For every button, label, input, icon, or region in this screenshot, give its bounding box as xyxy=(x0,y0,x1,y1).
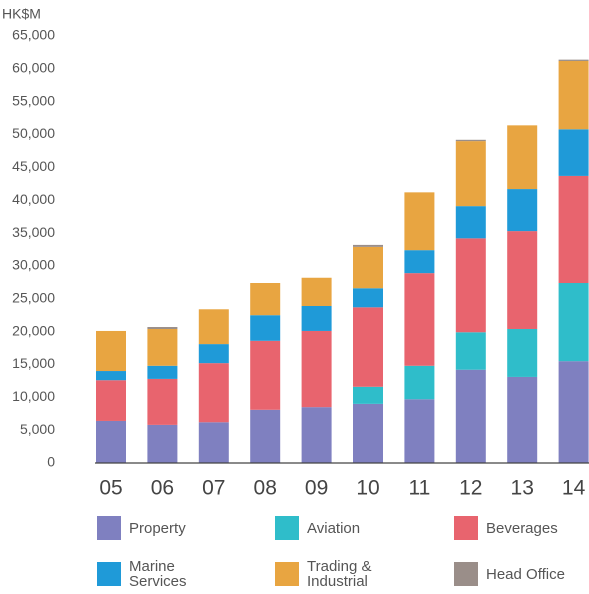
y-tick-label: 55,000 xyxy=(12,92,55,108)
y-tick-label: 65,000 xyxy=(12,27,55,43)
bar-segment xyxy=(558,60,589,130)
y-tick-label: 60,000 xyxy=(12,60,55,76)
bar-segment xyxy=(96,371,126,381)
bar-segment xyxy=(198,344,229,364)
x-tick-label: 06 xyxy=(151,477,174,500)
legend-item: Head Office xyxy=(454,556,589,592)
legend-item: Beverages xyxy=(454,510,589,546)
legend-label: Trading & Industrial xyxy=(307,558,372,590)
legend-item: Trading & Industrial xyxy=(275,556,454,592)
bar-segment xyxy=(558,361,589,463)
bar-segment xyxy=(404,273,435,366)
y-tick-label: 15,000 xyxy=(12,355,55,371)
legend-swatch xyxy=(275,562,299,586)
bar-segment xyxy=(147,424,178,463)
bar-segment xyxy=(455,369,486,463)
bar-segment xyxy=(558,59,589,61)
y-tick-label: 45,000 xyxy=(12,158,55,174)
bar-segment xyxy=(404,192,435,251)
legend-label: Property xyxy=(129,519,186,537)
legend-swatch xyxy=(97,562,121,586)
bar-segment xyxy=(455,141,486,207)
legend-item: Marine Services xyxy=(97,556,275,592)
bar-segment xyxy=(301,305,332,331)
bar-segment xyxy=(455,238,486,333)
bar-segment xyxy=(353,307,383,387)
bar-segment xyxy=(507,189,538,232)
x-tick-label: 12 xyxy=(459,477,482,500)
bar-segment xyxy=(147,327,178,329)
x-tick-label: 13 xyxy=(511,477,534,500)
x-tick-label: 07 xyxy=(202,477,225,500)
bar-segment xyxy=(353,403,383,463)
bar-segment xyxy=(301,407,332,463)
bar-segment xyxy=(301,277,332,306)
bar-segment xyxy=(455,139,486,142)
bar-segment xyxy=(404,399,435,463)
y-tick-label: 40,000 xyxy=(12,191,55,207)
bar-segment xyxy=(250,315,281,341)
bar-segment xyxy=(147,378,178,425)
bar-segment xyxy=(198,422,229,463)
y-tick-label: 5,000 xyxy=(20,421,55,437)
bar-segment xyxy=(301,330,332,408)
bar-segment xyxy=(147,328,178,366)
y-axis-label: HK$M xyxy=(2,6,41,22)
y-tick-label: 30,000 xyxy=(12,257,55,273)
legend-item: Property xyxy=(97,510,275,546)
bar-segment xyxy=(353,386,383,404)
bar-segment xyxy=(507,125,538,190)
legend-label: Beverages xyxy=(486,519,558,537)
x-tick-label: 08 xyxy=(254,477,277,500)
legend-label: Aviation xyxy=(307,519,361,537)
bar-segment xyxy=(353,246,383,289)
bar-segment xyxy=(353,244,383,247)
bar-segment xyxy=(198,363,229,423)
bar-segment xyxy=(353,288,383,308)
legend-label: Head Office xyxy=(486,565,565,583)
bar-segment xyxy=(558,175,589,284)
legend-swatch xyxy=(454,562,478,586)
bar-segment xyxy=(507,328,538,377)
bar-segment xyxy=(250,283,281,316)
x-tick-label: 05 xyxy=(99,477,122,500)
bar-segment xyxy=(250,340,281,410)
bar-segment xyxy=(558,129,589,176)
y-tick-label: 35,000 xyxy=(12,224,55,240)
bar-segment xyxy=(250,409,281,463)
bar-segment xyxy=(507,231,538,329)
y-tick-label: 50,000 xyxy=(12,125,55,141)
x-tick-label: 11 xyxy=(408,477,430,500)
bar-segment xyxy=(96,420,126,463)
bar-segment xyxy=(404,365,435,400)
y-tick-label: 20,000 xyxy=(12,322,55,338)
y-tick-label: 25,000 xyxy=(12,289,55,305)
x-tick-label: 14 xyxy=(562,477,586,500)
legend-swatch xyxy=(97,516,121,540)
bar-segment xyxy=(558,283,589,362)
legend: Property Aviation Beverages Marine Services… xyxy=(97,510,589,592)
bar-segment xyxy=(147,365,178,379)
legend-swatch xyxy=(454,516,478,540)
bar-segment xyxy=(507,376,538,463)
bar-segment xyxy=(198,309,229,345)
bar-segment xyxy=(404,250,435,274)
y-tick-label: 10,000 xyxy=(12,388,55,404)
bar-segment xyxy=(455,206,486,239)
bar-segment xyxy=(96,330,126,372)
bar-segment xyxy=(455,332,486,370)
legend-item: Aviation xyxy=(275,510,454,546)
legend-label: Marine Services xyxy=(129,558,187,590)
chart-svg: HK$M 0 5,000 10,000 15,000 20,000 25,000 30,00… xyxy=(2,6,589,500)
bar-segment xyxy=(96,380,126,421)
y-tick-label: 0 xyxy=(47,454,55,470)
x-tick-label: 10 xyxy=(356,477,379,500)
legend-swatch xyxy=(275,516,299,540)
x-tick-label: 09 xyxy=(305,477,328,500)
